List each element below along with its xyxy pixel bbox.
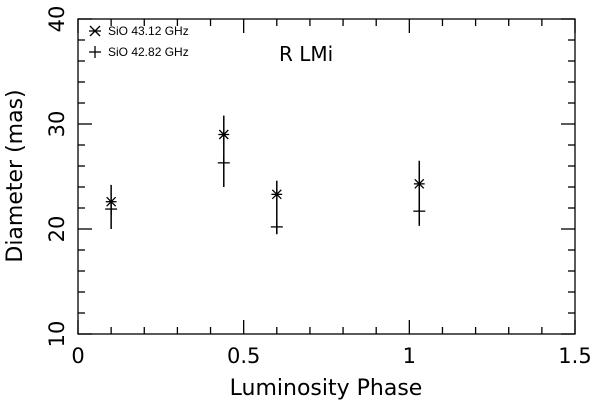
x-tick-label: 1 [403, 344, 416, 368]
legend-label-sio-43: SiO 43.12 GHz [108, 24, 189, 38]
legend-asterisk [89, 25, 101, 37]
legend-marker-asterisk [89, 25, 101, 37]
legend-marker-plus [89, 46, 101, 58]
x-tick-label: 0 [71, 344, 84, 368]
marker-plus [270, 220, 283, 233]
data-markers [105, 129, 426, 233]
y-axis-label: Diameter (mas) [3, 89, 28, 262]
y-tick-label: 10 [45, 321, 69, 348]
x-axis-label: Luminosity Phase [230, 376, 423, 401]
error-bars [110, 115, 421, 235]
y-tick-label: 40 [45, 6, 69, 33]
x-tick-label: 1.5 [558, 344, 591, 368]
y-tick-label: 30 [45, 111, 69, 138]
marker-asterisk [271, 189, 283, 200]
legend: SiO 43.12 GHz SiO 42.82 GHz [89, 24, 189, 59]
marker-plus [217, 156, 230, 169]
axis-ticks [77, 18, 576, 335]
marker-plus [105, 203, 118, 216]
tick-labels: 0 0.5 1 1.5 10 20 30 40 [45, 6, 592, 368]
marker-plus [413, 205, 426, 218]
legend-plus [89, 46, 101, 58]
marker-asterisk [218, 129, 230, 140]
marker-asterisk [413, 178, 425, 189]
plot-frame [77, 18, 576, 335]
chart-annotation: R LMi [279, 42, 333, 66]
marker-asterisk [105, 196, 117, 207]
x-tick-label: 0.5 [227, 344, 260, 368]
legend-label-sio-42: SiO 42.82 GHz [108, 45, 189, 59]
y-tick-label: 20 [45, 216, 69, 243]
